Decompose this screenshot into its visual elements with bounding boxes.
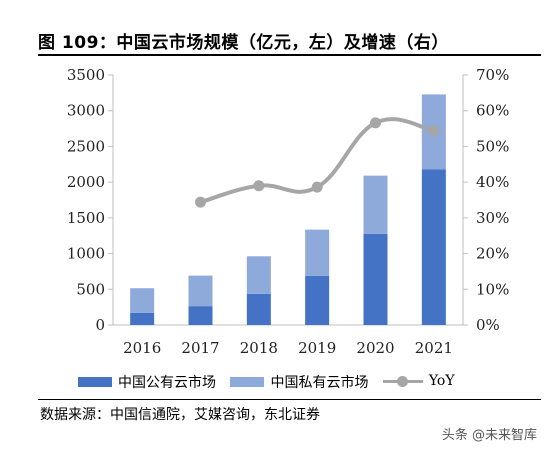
legend-label-yoy: YoY — [428, 373, 455, 389]
y-tick-label-left: 1500 — [67, 209, 105, 227]
x-tick-label: 2020 — [356, 339, 394, 357]
bar-public-cloud — [188, 306, 213, 325]
x-tick-label: 2017 — [181, 339, 219, 357]
y-tick-label-right: 30% — [476, 209, 509, 227]
y-tick-label-left: 1000 — [67, 245, 105, 263]
y-tick-label-left: 2000 — [67, 173, 105, 191]
source-rule — [38, 399, 541, 400]
legend: 中国公有云市场 中国私有云市场 YoY — [78, 372, 465, 392]
legend-label-private: 中国私有云市场 — [270, 375, 369, 391]
bar-private-cloud — [188, 275, 213, 307]
bar-private-cloud — [130, 288, 155, 313]
bar-public-cloud — [421, 169, 446, 325]
y-tick-label-right: 60% — [476, 102, 509, 120]
watermark: 头条 @未来智库 — [441, 428, 537, 443]
y-tick-label-left: 500 — [76, 280, 105, 298]
y-tick-label-left: 3000 — [67, 102, 105, 120]
y-tick-label-right: 70% — [476, 66, 509, 84]
bar-public-cloud — [363, 233, 388, 325]
legend-label-public: 中国公有云市场 — [118, 375, 216, 391]
y-tick-label-right: 40% — [476, 173, 509, 191]
y-tick-label-left: 3500 — [67, 66, 105, 84]
bar-public-cloud — [130, 312, 155, 325]
y-tick-label-right: 0% — [476, 316, 500, 334]
bar-public-cloud — [305, 275, 330, 325]
y-tick-label-left: 0 — [95, 316, 105, 334]
y-tick-label-left: 2500 — [67, 137, 105, 155]
legend-swatch-private — [230, 377, 265, 387]
x-tick-label: 2019 — [298, 339, 336, 357]
bar-private-cloud — [305, 229, 330, 276]
legend-swatch-public — [78, 377, 112, 387]
yoy-point — [195, 196, 206, 208]
legend-item-private: 中国私有云市场 — [230, 372, 368, 392]
yoy-point — [428, 125, 440, 137]
chart-title: 图 109：中国云市场规模（亿元，左）及增速（右） — [38, 33, 449, 53]
bar-private-cloud — [246, 256, 271, 294]
y-tick-label-right: 50% — [476, 137, 509, 155]
source-note: 数据来源：中国信通院，艾媒咨询，东北证券 — [40, 407, 320, 423]
yoy-point — [311, 181, 323, 193]
bar-public-cloud — [246, 293, 271, 325]
yoy-point — [253, 180, 265, 192]
legend-item-public: 中国公有云市场 — [78, 372, 216, 392]
bar-private-cloud — [363, 175, 388, 234]
yoy-point — [370, 117, 381, 129]
legend-item-yoy: YoY — [382, 373, 455, 389]
legend-swatch-yoy — [382, 375, 423, 387]
y-tick-label-right: 10% — [476, 280, 509, 298]
x-tick-label: 2016 — [123, 339, 161, 357]
y-tick-label-right: 20% — [476, 245, 509, 263]
title-rule — [38, 54, 541, 56]
x-tick-label: 2018 — [240, 339, 278, 357]
x-tick-label: 2021 — [415, 339, 453, 357]
